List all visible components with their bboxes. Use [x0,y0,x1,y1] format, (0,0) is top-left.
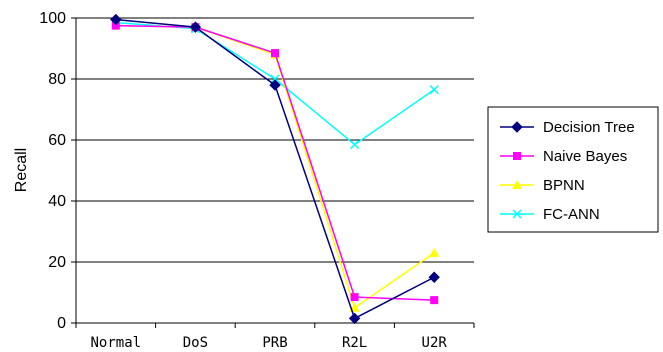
data-point [429,247,440,257]
gridlines [76,17,474,263]
legend-label: Naive Bayes [543,148,627,165]
legend-item: FC-ANN [500,206,600,223]
x-tick-label: PRB [262,335,287,351]
y-tick-label: 0 [57,315,66,332]
data-point [348,312,361,325]
data-point [110,13,122,26]
legend-item: BPNN [500,177,585,194]
data-point [111,21,120,30]
y-tick-label: 40 [48,193,66,210]
series-line [115,18,435,320]
legend: Decision Tree Naive Bayes BPNN FC-ANN [487,106,659,233]
y-tick-label: 100 [39,10,66,27]
data-point [429,85,439,95]
series-group [110,13,440,325]
x-tick-label: R2L [342,335,367,351]
data-point [350,140,360,150]
series-bpnn [110,20,440,312]
series-line [115,24,435,301]
y-axis-label: Recall [13,148,30,192]
legend-label: Decision Tree [543,119,635,136]
y-tick-label: 20 [48,254,66,271]
data-point [269,79,281,91]
legend-item: Decision Tree [500,119,635,136]
axes [71,17,475,328]
legend-marker [512,180,522,189]
x-tick-label: Normal [91,335,142,351]
x-tick-labels: Normal DoS PRB R2L U2R [91,335,448,351]
data-point [189,21,202,33]
legend-marker [513,152,521,160]
y-tick-label: 80 [48,71,66,88]
legend-marker [511,121,523,133]
data-point [430,296,439,305]
legend-label: FC-ANN [543,206,600,223]
y-tick-labels: 0 20 40 60 80 100 [39,10,66,332]
series-decision-tree [110,13,440,325]
data-point [271,49,279,58]
data-point [428,271,440,283]
data-point [270,74,280,84]
y-tick-label: 60 [48,132,66,149]
x-tick-label: U2R [422,335,448,351]
data-point [350,293,359,302]
x-tick-label: DoS [183,335,208,351]
legend-marker [512,209,522,219]
series-line [115,24,435,309]
legend-item: Naive Bayes [500,148,627,165]
legend-label: BPNN [543,177,585,194]
